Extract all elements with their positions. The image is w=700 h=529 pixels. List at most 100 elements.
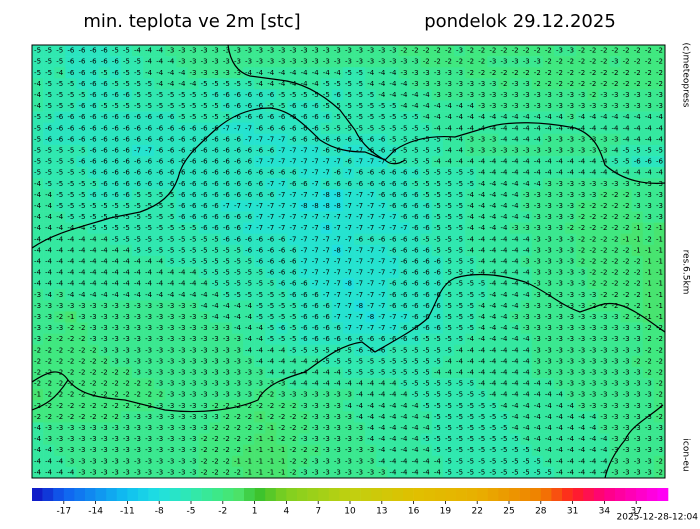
grid-cell [454, 111, 466, 124]
cell-value: -4 [489, 380, 497, 388]
grid-cell [54, 222, 66, 235]
cell-value: -3 [478, 80, 485, 88]
cell-value: -4 [434, 468, 442, 476]
cell-value: -4 [556, 124, 564, 132]
grid-cell [98, 311, 111, 323]
cell-value: -4 [523, 213, 531, 221]
cell-value: -6 [289, 280, 297, 288]
cell-value: -4 [45, 191, 53, 199]
cell-value: -4 [401, 424, 409, 432]
grid-cell [209, 389, 222, 401]
cell-value: -3 [356, 468, 363, 476]
cell-value: -4 [301, 80, 309, 88]
grid-cell [553, 211, 566, 223]
cell-value: -2 [612, 202, 619, 210]
grid-cell [243, 200, 255, 212]
cell-value: -4 [56, 280, 64, 288]
grid-cell [254, 67, 266, 79]
grid-cell [76, 100, 88, 112]
grid-cell [54, 344, 66, 357]
grid-cell [120, 455, 133, 468]
grid-cell [98, 333, 111, 346]
cell-value: -4 [267, 346, 275, 354]
grid-cell [365, 267, 377, 279]
grid-cell [376, 233, 388, 246]
cell-value: -4 [589, 169, 597, 177]
cell-value: -3 [323, 435, 330, 443]
cell-value: -2 [134, 402, 141, 410]
grid-cell [98, 89, 111, 101]
grid-cell [198, 89, 210, 101]
grid-cell [287, 233, 299, 246]
cell-value: -7 [378, 324, 385, 332]
cell-value: -7 [378, 202, 385, 210]
grid-cell [498, 389, 510, 401]
grid-cell [376, 122, 388, 135]
cell-value: -3 [167, 335, 174, 343]
cell-value: -2 [67, 369, 74, 377]
grid-cell [120, 422, 133, 434]
grid-cell [109, 466, 122, 479]
cell-value: -3 [323, 391, 330, 399]
grid-cell [220, 167, 233, 179]
grid-cell [354, 466, 366, 479]
cell-value: -6 [389, 335, 397, 343]
grid-cell [553, 56, 566, 68]
cell-value: -6 [401, 335, 409, 343]
grid-cell [120, 56, 133, 68]
cell-value: -4 [67, 291, 75, 299]
grid-cell [331, 244, 344, 257]
cell-value: -3 [178, 435, 185, 443]
cell-value: -4 [45, 202, 53, 210]
grid-cell [609, 189, 621, 201]
grid-cell [320, 244, 333, 257]
cell-value: -4 [345, 380, 353, 388]
cell-value: -5 [45, 91, 52, 99]
grid-cell [553, 278, 566, 290]
grid-cell [387, 178, 399, 190]
cell-value: -3 [301, 435, 308, 443]
cell-value: -6 [278, 113, 286, 121]
cell-value: -4 [123, 246, 131, 254]
grid-cell [620, 78, 632, 90]
grid-cell [354, 411, 366, 423]
cell-value: -3 [289, 47, 296, 55]
grid-cell [131, 267, 144, 279]
cell-value: -6 [289, 246, 297, 254]
cell-value: -4 [578, 124, 586, 132]
cell-value: -6 [256, 91, 264, 99]
grid-cell [465, 244, 477, 257]
cell-value: -3 [567, 47, 574, 55]
cell-value: -4 [289, 380, 297, 388]
grid-cell [509, 122, 521, 135]
cell-value: -4 [45, 224, 53, 232]
grid-cell [465, 178, 477, 190]
grid-cell [243, 111, 255, 124]
cell-value: -3 [556, 280, 563, 288]
cell-value: -5 [145, 213, 152, 221]
cell-value: -5 [245, 258, 252, 266]
grid-cell [287, 278, 299, 290]
cell-value: -5 [34, 146, 41, 154]
cell-value: -3 [634, 324, 641, 332]
grid-cell [198, 144, 210, 157]
cell-value: -7 [278, 191, 285, 199]
cell-value: -3 [556, 335, 563, 343]
cell-value: -3 [178, 58, 185, 66]
grid-cell [143, 156, 155, 168]
cell-value: -5 [434, 191, 441, 199]
cell-value: -4 [534, 424, 542, 432]
cell-value: -3 [90, 324, 97, 332]
grid-cell [276, 200, 288, 212]
grid-cell [320, 133, 333, 146]
grid-cell [220, 311, 233, 323]
grid-cell [342, 67, 355, 79]
cell-value: -4 [256, 80, 264, 88]
border-line [227, 44, 666, 184]
cell-value: -4 [512, 291, 520, 299]
grid-cell [98, 366, 111, 379]
cell-value: -2 [90, 369, 97, 377]
cell-value: -3 [134, 335, 141, 343]
cell-value: -7 [134, 146, 141, 154]
cell-value: -4 [123, 258, 131, 266]
